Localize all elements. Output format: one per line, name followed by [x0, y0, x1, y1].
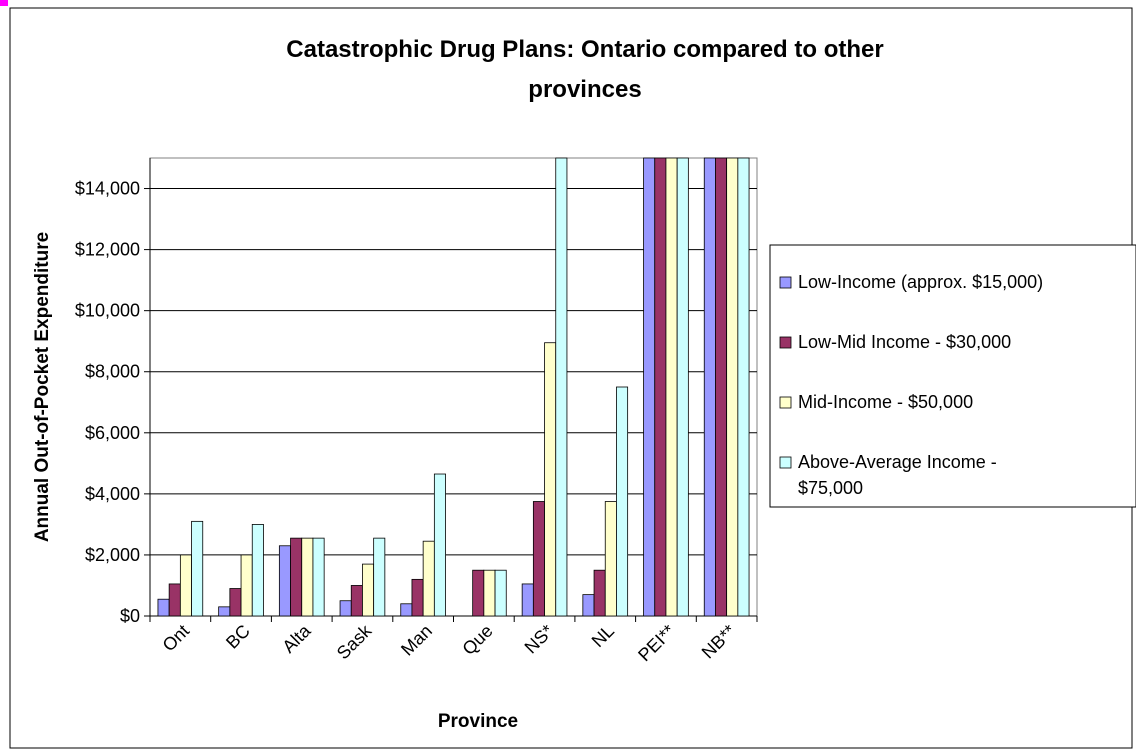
bar: [179, 554, 192, 617]
bar: [544, 342, 557, 617]
bar: [472, 569, 485, 617]
legend-label: Low-Mid Income - $30,000: [798, 332, 1011, 352]
legend-label: Above-Average Income -: [798, 452, 997, 472]
y-tick-label: $0: [120, 606, 140, 626]
bar: [168, 583, 181, 617]
bar: [593, 569, 606, 617]
bar: [604, 501, 617, 617]
y-tick-label: $8,000: [85, 362, 140, 382]
bar: [240, 554, 253, 617]
bar: [191, 520, 204, 617]
bar: [411, 578, 424, 617]
y-axis-title: Annual Out-of-Pocket Expenditure: [32, 232, 53, 542]
bar: [703, 157, 716, 617]
legend-swatch: [779, 276, 792, 289]
bar: [494, 569, 507, 617]
legend-label: Mid-Income - $50,000: [798, 392, 973, 412]
y-tick-label: $14,000: [75, 179, 140, 199]
bar: [521, 583, 534, 617]
legend-label: $75,000: [798, 478, 863, 498]
bar: [654, 157, 667, 617]
y-tick-label: $12,000: [75, 240, 140, 260]
bar: [532, 501, 545, 617]
bar: [737, 157, 750, 617]
legend-swatch: [779, 396, 792, 409]
bar: [218, 606, 231, 617]
legend-box: [769, 244, 1136, 508]
legend-label: Low-Income (approx. $15,000): [798, 272, 1043, 292]
bar: [229, 588, 242, 617]
bar: [278, 545, 291, 617]
bar: [339, 600, 352, 617]
x-axis-title: Province: [438, 711, 518, 732]
chart-title-line-1: Catastrophic Drug Plans: Ontario compare…: [286, 36, 883, 63]
bar: [312, 537, 325, 617]
bar: [251, 524, 264, 617]
legend-swatch: [779, 336, 792, 349]
bar: [157, 598, 170, 617]
bar: [726, 157, 739, 617]
y-tick-label: $4,000: [85, 484, 140, 504]
bar: [301, 537, 314, 617]
bar: [643, 157, 656, 617]
bar: [665, 157, 678, 617]
bar: [422, 540, 435, 617]
bar: [362, 563, 375, 617]
legend-swatch: [779, 456, 792, 469]
bar: [290, 537, 303, 617]
y-tick-label: $10,000: [75, 301, 140, 321]
y-tick-label: $2,000: [85, 545, 140, 565]
bar: [715, 157, 728, 617]
bar: [433, 473, 446, 617]
y-tick-label: $6,000: [85, 423, 140, 443]
legend: Low-Income (approx. $15,000) Low-Mid Inco…: [769, 244, 1136, 508]
corner-marker: [0, 0, 8, 6]
bar: [400, 603, 413, 617]
plot-area: $0 $2,000 $4,000 $6,000 $8,000 $10,000 $12,000…: [75, 157, 758, 665]
bar: [582, 594, 595, 617]
chart-title-line-2: provinces: [528, 76, 641, 103]
bar: [555, 157, 568, 617]
bar: [373, 537, 386, 617]
bar: [483, 569, 496, 617]
bar: [676, 157, 689, 617]
bar: [350, 585, 363, 617]
bar: [616, 386, 629, 617]
